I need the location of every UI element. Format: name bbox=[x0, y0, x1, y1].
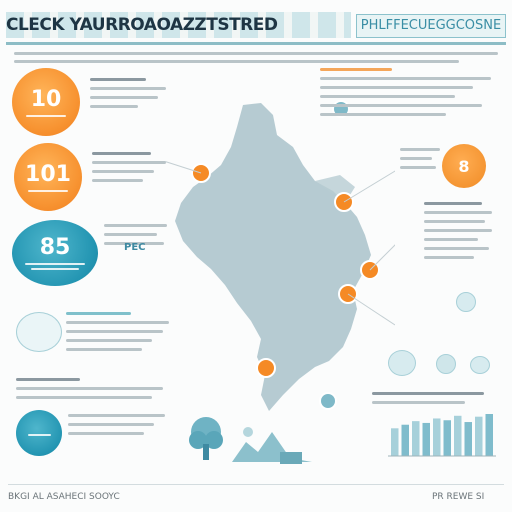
stat-value-1: 10 bbox=[30, 86, 62, 112]
bar bbox=[485, 414, 493, 456]
bar bbox=[443, 420, 451, 456]
stat-value-2: 101 bbox=[25, 161, 71, 187]
text-block-6 bbox=[68, 414, 176, 435]
mini-bar-chart bbox=[388, 414, 496, 457]
user-icon bbox=[436, 354, 456, 374]
pin-icon bbox=[456, 292, 476, 312]
stat-circle-4 bbox=[16, 410, 62, 456]
text-block-5 bbox=[16, 378, 176, 399]
country-map bbox=[165, 100, 395, 411]
intro-text bbox=[14, 52, 498, 63]
header: CLECK YAURROAOAZZTSTRED PHLFFECUEGGCOSNE bbox=[6, 12, 506, 38]
stat-circle-3: 85 bbox=[12, 220, 98, 286]
bar bbox=[464, 422, 472, 456]
side-label: PEC bbox=[124, 242, 146, 253]
page-title: CLECK YAURROAOAZZTSTRED bbox=[6, 12, 351, 38]
landscape-icon bbox=[232, 427, 312, 464]
stat-value-3: 85 bbox=[39, 235, 71, 260]
stat-circle-2: 101 bbox=[14, 143, 82, 211]
right-text-1 bbox=[320, 68, 500, 116]
header-rule bbox=[6, 42, 506, 45]
people-icon bbox=[16, 312, 62, 352]
right-text-3 bbox=[424, 202, 496, 259]
leader-lines bbox=[165, 160, 395, 326]
bar bbox=[391, 428, 399, 456]
stat-circle-1: 10 bbox=[12, 68, 80, 136]
footer-left: BKGI AL ASAHECI SOOYC bbox=[8, 492, 120, 502]
bar bbox=[422, 422, 430, 456]
stat-text-2 bbox=[92, 152, 170, 182]
bar bbox=[433, 418, 441, 456]
footer-right: PR REWE SI bbox=[432, 492, 485, 502]
stat-badge: 8 bbox=[442, 144, 486, 188]
right-text-2 bbox=[400, 148, 440, 169]
bar bbox=[412, 421, 420, 456]
right-text-4 bbox=[372, 392, 496, 404]
bar bbox=[475, 416, 483, 456]
footer-rule bbox=[8, 484, 504, 485]
tree-icon bbox=[189, 417, 223, 460]
bar bbox=[401, 424, 409, 456]
text-block-4 bbox=[66, 312, 174, 351]
people-group-icon bbox=[470, 356, 490, 374]
cloud-icon bbox=[388, 350, 416, 376]
bar bbox=[454, 415, 462, 456]
page-subtitle: PHLFFECUEGGCOSNE bbox=[356, 14, 506, 38]
stat-text-1 bbox=[90, 78, 170, 108]
stat-text-3 bbox=[104, 224, 174, 245]
